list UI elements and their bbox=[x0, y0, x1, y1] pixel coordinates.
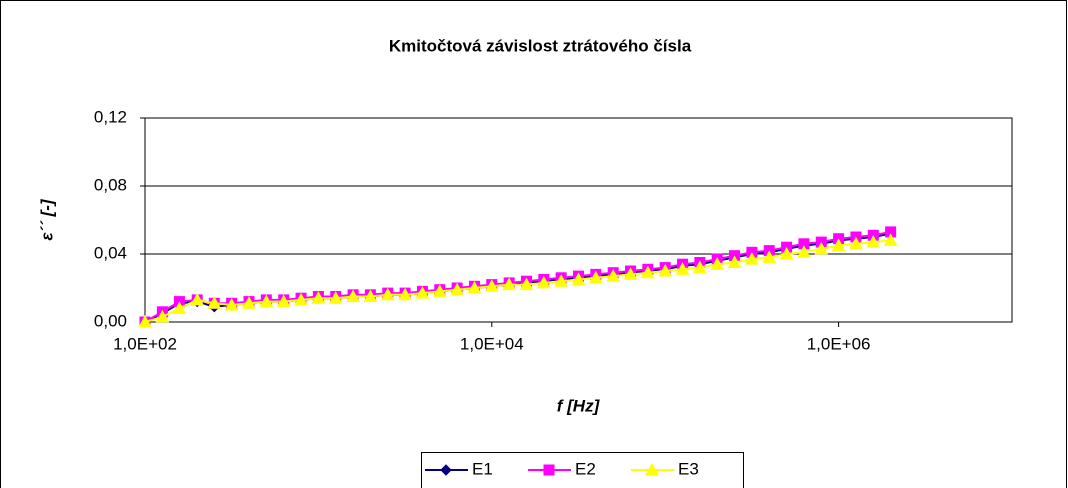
marker bbox=[346, 289, 360, 302]
marker bbox=[450, 282, 464, 296]
marker bbox=[380, 287, 395, 301]
marker bbox=[536, 275, 551, 289]
marker bbox=[259, 294, 274, 308]
marker bbox=[484, 279, 499, 292]
marker bbox=[467, 280, 482, 294]
marker bbox=[363, 289, 378, 302]
chart-title: Kmitočtová závislost ztrátového čísla bbox=[389, 36, 692, 55]
y-tick-label: 0,08 bbox=[94, 175, 127, 194]
marker bbox=[155, 309, 170, 323]
legend bbox=[421, 452, 744, 488]
marker bbox=[554, 274, 569, 287]
marker bbox=[207, 296, 222, 309]
marker bbox=[415, 286, 430, 299]
marker bbox=[502, 277, 516, 291]
legend-label: E1 bbox=[472, 459, 493, 478]
marker bbox=[693, 260, 707, 274]
y-tick-label: 0,12 bbox=[94, 107, 127, 126]
legend-marker bbox=[543, 464, 555, 476]
marker bbox=[519, 277, 534, 291]
marker bbox=[745, 252, 759, 265]
x-tick-label: 1,0E+06 bbox=[807, 334, 871, 353]
marker bbox=[311, 291, 326, 304]
x-tick-label: 1,0E+02 bbox=[113, 334, 177, 353]
marker bbox=[883, 233, 898, 246]
marker bbox=[588, 270, 603, 284]
marker bbox=[294, 292, 308, 306]
marker bbox=[328, 291, 343, 304]
marker bbox=[866, 235, 881, 248]
marker bbox=[710, 257, 725, 270]
marker bbox=[814, 241, 829, 255]
marker bbox=[797, 245, 811, 258]
marker bbox=[190, 292, 205, 306]
legend-marker bbox=[440, 464, 452, 476]
legend-label: E2 bbox=[575, 459, 596, 478]
plot-area bbox=[144, 117, 1013, 323]
marker bbox=[606, 269, 621, 282]
marker bbox=[276, 294, 291, 308]
marker bbox=[831, 238, 846, 251]
marker bbox=[641, 265, 655, 279]
y-axis-label: ε´´ [-] bbox=[37, 198, 56, 241]
x-tick-label: 1,0E+04 bbox=[460, 334, 524, 353]
legend-label: E3 bbox=[678, 459, 699, 478]
marker bbox=[623, 267, 638, 280]
marker bbox=[727, 255, 742, 268]
y-tick-label: 0,00 bbox=[94, 311, 127, 330]
marker bbox=[779, 246, 794, 260]
marker bbox=[675, 262, 690, 275]
legend-marker bbox=[645, 462, 659, 476]
marker bbox=[138, 314, 152, 328]
marker bbox=[242, 296, 256, 309]
marker bbox=[224, 297, 239, 311]
y-tick-label: 0,04 bbox=[94, 243, 127, 262]
x-axis-label: f [Hz] bbox=[557, 396, 601, 415]
marker bbox=[849, 236, 863, 250]
marker bbox=[571, 272, 586, 285]
marker bbox=[398, 287, 412, 301]
marker bbox=[172, 301, 187, 314]
marker bbox=[432, 284, 447, 297]
marker bbox=[762, 250, 777, 263]
marker bbox=[658, 263, 673, 277]
